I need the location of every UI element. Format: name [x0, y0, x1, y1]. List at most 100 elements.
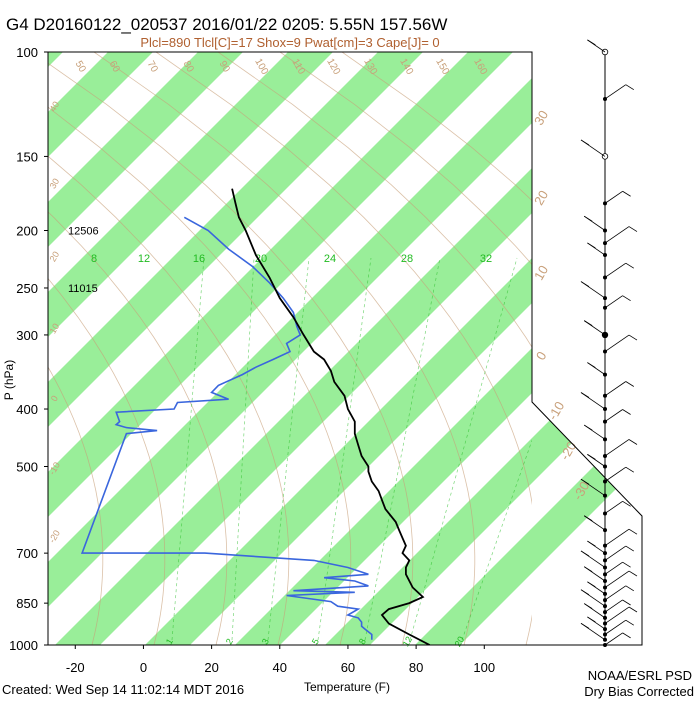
- wind-barb-flag: [622, 295, 631, 302]
- height-label: 12506: [68, 226, 99, 238]
- wind-barb: [604, 190, 623, 204]
- wind-barb-flag: [587, 616, 596, 623]
- wind-barb-flag: [622, 409, 631, 415]
- mixing-ratio-label: 16: [193, 253, 205, 265]
- isotherm-band: [0, 0, 25, 700]
- y-tick-label: 100: [16, 45, 38, 60]
- mixing-ratio-label: 8: [357, 637, 368, 646]
- wind-barb: [604, 545, 627, 561]
- isotherm-label: 30: [531, 108, 551, 128]
- y-tick-label: 200: [16, 224, 38, 239]
- wind-barb-flag: [628, 570, 638, 577]
- isotherm-band: [360, 52, 642, 645]
- wind-barb: [604, 262, 627, 278]
- x-tick-label: 60: [341, 660, 355, 675]
- x-axis-label: Temperature (F): [304, 680, 390, 694]
- wind-barb-flag: [580, 622, 590, 629]
- mixing-ratio-label: 12: [138, 253, 150, 265]
- wind-barb: [604, 295, 623, 309]
- wind-barb-flag: [583, 424, 593, 431]
- isotherm-label: 0: [49, 394, 60, 403]
- wind-station-marker: [601, 331, 609, 339]
- mixing-ratio-line: [409, 257, 518, 641]
- wind-barb-flag: [583, 215, 593, 222]
- wind-barb-flag: [628, 226, 638, 232]
- adiabat-line: [155, 52, 532, 645]
- wind-barb: [604, 570, 630, 588]
- mixing-ratio-line: [364, 257, 441, 641]
- wind-barb: [604, 381, 627, 397]
- wind-barb-flag: [622, 561, 631, 568]
- wind-barb-flag: [587, 362, 596, 368]
- isotherm-band: [90, 52, 642, 645]
- temperature-line: [231, 188, 431, 645]
- wind-barb-flag: [583, 566, 593, 573]
- y-tick-label: 500: [16, 459, 38, 474]
- adiabat-line: [217, 52, 532, 348]
- wind-barb: [604, 632, 623, 646]
- org-label: NOAA/ESRL PSD: [588, 668, 692, 683]
- isotherm-band: [48, 52, 295, 645]
- stability-indices: Plcl=890 Tlcl[C]=17 Shox=9 Pwat[cm]=3 Ca…: [140, 35, 439, 50]
- wind-barb-flag: [587, 39, 596, 46]
- mixing-ratio-line: [171, 257, 205, 641]
- wind-barb-flag: [587, 540, 596, 547]
- wind-barb: [604, 226, 630, 244]
- x-tick-label: 40: [273, 660, 287, 675]
- y-tick-label: 850: [16, 596, 38, 611]
- wind-barb-flag: [628, 439, 638, 445]
- wind-barb-flag: [580, 139, 590, 146]
- wind-barb: [604, 528, 630, 547]
- mixing-ratio-line: [231, 257, 255, 641]
- wind-barb-flag: [625, 381, 635, 387]
- wind-barb-flag: [622, 632, 631, 639]
- wind-barb-flag: [628, 606, 638, 613]
- isotherm-band: [270, 52, 642, 645]
- isotherm-label: 10: [531, 263, 551, 283]
- wind-barb: [604, 501, 623, 514]
- wind-barb-flag: [580, 550, 590, 557]
- isotherm-label: 30: [48, 177, 62, 191]
- isotherm-band: [48, 52, 565, 645]
- y-tick-label: 1000: [9, 638, 38, 653]
- isotherm-label: 80: [181, 59, 196, 75]
- y-axis-ticks: 100 150 200 250 300 400 500 700 850 1000: [9, 45, 48, 653]
- wind-barb: [604, 561, 623, 575]
- x-tick-label: 80: [409, 660, 423, 675]
- wind-barb-flag: [580, 281, 590, 287]
- isotherm-label: 60: [107, 59, 122, 75]
- isotherm-label: 10: [48, 322, 62, 336]
- wind-barb: [604, 409, 623, 422]
- wind-barbs: [580, 39, 638, 648]
- y-tick-label: 300: [16, 328, 38, 343]
- isotherm-label: 50: [73, 59, 88, 75]
- x-tick-label: 100: [473, 660, 495, 675]
- adiabat-line: [48, 106, 352, 645]
- wind-barb-flag: [580, 478, 590, 485]
- chart-title: G4 D20160122_020537 2016/01/22 0205: 5.5…: [6, 15, 447, 34]
- isotherm-band: [48, 52, 385, 645]
- mixing-ratio-label: 32: [480, 253, 492, 265]
- isotherm-label: 70: [145, 59, 160, 75]
- adiabat-line: [93, 52, 476, 645]
- created-timestamp: Created: Wed Sep 14 11:02:14 MDT 2016: [2, 682, 244, 697]
- wind-barb: [604, 619, 627, 635]
- x-tick-label: 20: [204, 660, 218, 675]
- wind-barb-flag: [625, 466, 635, 473]
- adiabat-line: [48, 155, 290, 645]
- sounding-series: [80, 188, 431, 645]
- dry-adiabats: [48, 52, 532, 645]
- isotherm-label: 20: [531, 188, 551, 208]
- wind-barb-flag: [625, 585, 635, 592]
- wind-barb-flag: [580, 392, 590, 398]
- isotherm-labels: 50 60 70 80 90 100 110 120 130 140 150 1603020100-1…: [47, 57, 592, 545]
- wind-barb-flag: [580, 589, 590, 595]
- wind-barb-flag: [622, 190, 631, 197]
- wind-barb-flag: [625, 545, 635, 552]
- wind-barb: [604, 439, 630, 457]
- wind-barb-flag: [625, 84, 635, 90]
- isotherm-label: 120: [324, 57, 342, 77]
